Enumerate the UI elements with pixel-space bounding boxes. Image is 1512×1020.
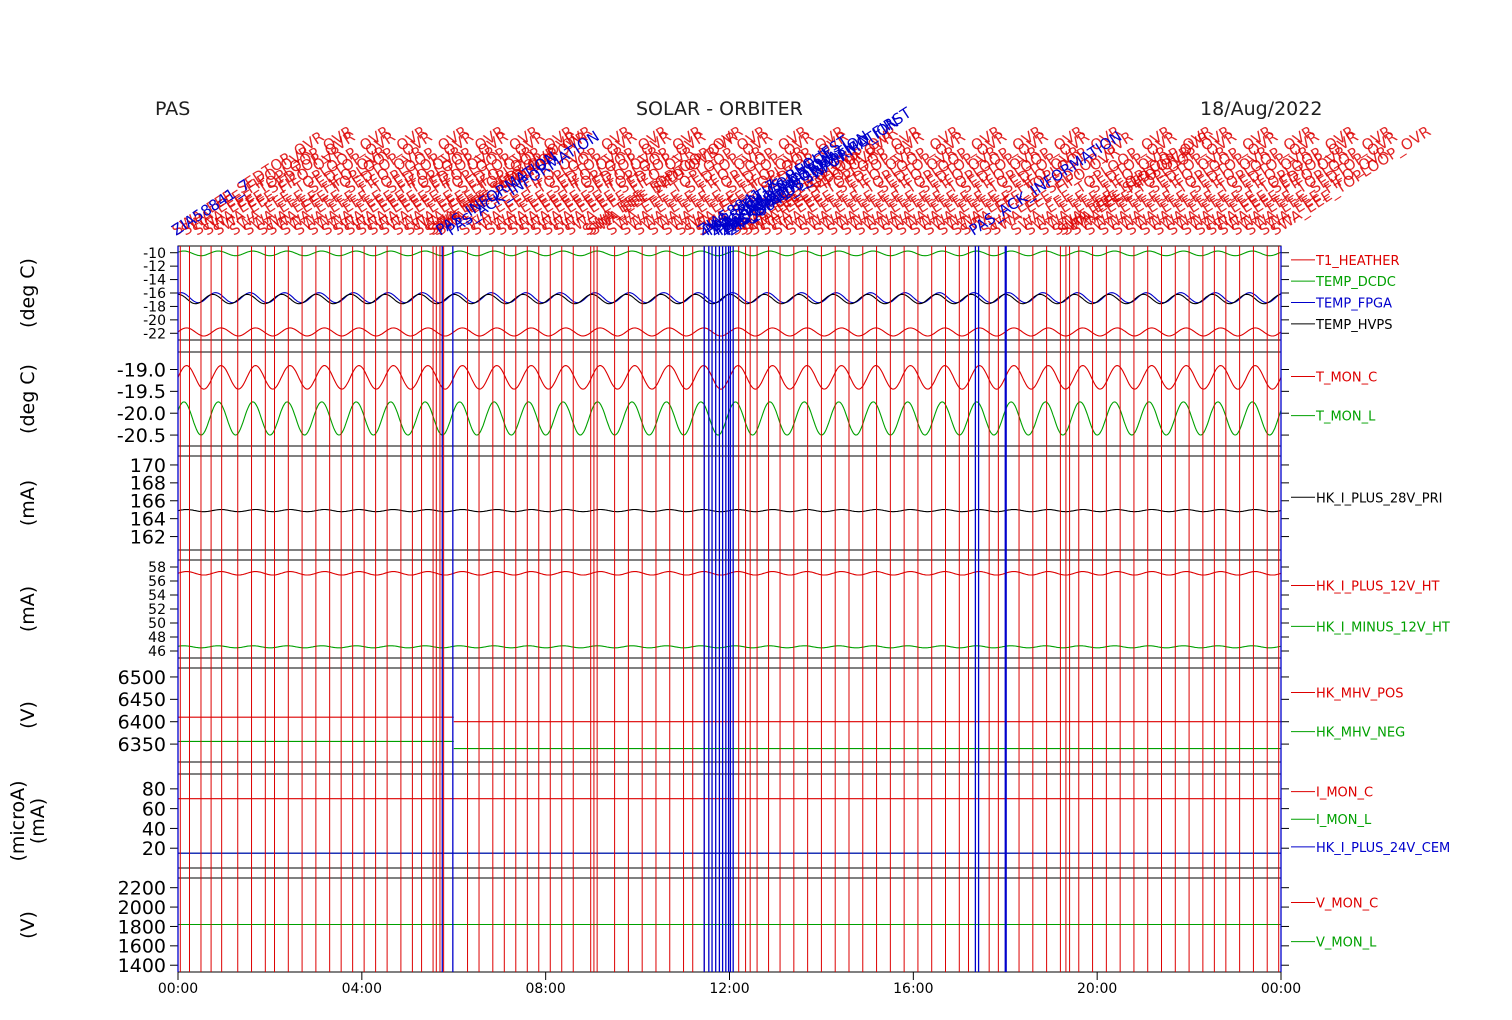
y-tick-label: 6500 [118, 667, 166, 689]
y-tick-label: 80 [142, 779, 166, 801]
y-axis-label: (deg C) [17, 364, 39, 434]
mission-title: SOLAR - ORBITER [636, 98, 803, 120]
y-tick-label: 1400 [118, 955, 166, 977]
y-tick-label: 170 [130, 455, 166, 477]
x-tick-label: 20:00 [1077, 981, 1117, 997]
y-axis-label: (mA) [17, 480, 39, 526]
series-line [178, 740, 1281, 750]
y-tick-label: -14 [143, 273, 166, 289]
series-line [178, 293, 1282, 305]
x-tick-label: 00:00 [1261, 981, 1301, 997]
series-line [177, 401, 1282, 436]
x-tick-label: 00:00 [158, 981, 198, 997]
y-tick-label: 168 [130, 473, 166, 495]
y-tick-label: 164 [130, 509, 166, 531]
y-tick-label: 48 [148, 630, 166, 646]
y-axis-label: (mA) [17, 586, 39, 632]
y-tick-label: 54 [148, 588, 166, 604]
legend-entry: V_MON_L [1316, 936, 1377, 951]
legend-entry: HK_MHV_POS [1316, 687, 1404, 702]
panel-frame [177, 667, 1282, 763]
legend-entry: I_MON_L [1316, 813, 1372, 828]
y-tick-label: 50 [148, 616, 166, 632]
legend-entry: HK_I_MINUS_12V_HT [1316, 620, 1450, 635]
panel-2: -19.0-19.5-20.0-20.5 (deg C) T_MON_C T_MON_… [17, 351, 1377, 447]
series-line [177, 645, 1282, 649]
y-tick-label: 46 [148, 644, 166, 660]
y-tick-label: 60 [142, 798, 166, 820]
y-tick-label: 56 [148, 574, 166, 590]
x-tick-label: 04:00 [342, 981, 382, 997]
y-tick-label: 40 [142, 818, 166, 840]
legend-entry: TEMP_FPGA [1315, 297, 1392, 312]
y-tick-label: -19.5 [117, 381, 166, 403]
y-tick-label: 20 [142, 838, 166, 860]
x-axis-group: 00:00 04:00 08:00 12:00 16:00 20:00 00:00 [158, 972, 1301, 997]
y-tick-label: -18 [143, 299, 166, 315]
y-tick-label: -19.0 [117, 359, 166, 381]
legend-entry: T1_HEATHER [1315, 254, 1400, 269]
series-line [177, 327, 1282, 337]
legend-entry: HK_MHV_NEG [1316, 726, 1405, 741]
panels-group: -10-12-14-16-18-20-22 (deg C) T1_HEATHER TE… [7, 245, 1450, 977]
y-axis-label: (deg C) [17, 258, 39, 328]
legend-entry: HK_I_PLUS_24V_CEM [1316, 841, 1450, 856]
x-tick-label: 12:00 [709, 981, 749, 997]
y-tick-label: 2000 [118, 897, 166, 919]
y-tick-label: -20.5 [117, 425, 166, 447]
event-labels-group: SWA_EEE_SEDTOP_OVRSWA_EEE_SEDTOP_OVRSWA_… [168, 103, 1434, 240]
event-markers-group [177, 246, 1282, 972]
y-tick-label: 52 [148, 602, 166, 618]
series-line [178, 716, 1281, 723]
y-tick-label: -20 [143, 313, 166, 329]
date-label: 18/Aug/2022 [1200, 98, 1323, 120]
y-axis-label: (V) [17, 701, 39, 729]
legend-entry: TEMP_HVPS [1315, 318, 1392, 333]
y-tick-label: -22 [143, 326, 166, 342]
legend-entry: TEMP_DCDC [1315, 275, 1396, 290]
y-tick-label: -12 [143, 259, 166, 275]
instrument-title: PAS [155, 98, 191, 120]
y-tick-label: 6450 [118, 689, 166, 711]
y-tick-label: 1800 [118, 916, 166, 938]
y-tick-label: 6400 [118, 712, 166, 734]
y-tick-label: 6350 [118, 734, 166, 756]
y-tick-label: -20.0 [117, 403, 166, 425]
y-tick-label: 1600 [118, 936, 166, 958]
panel-frame [177, 455, 1282, 551]
series-line [177, 365, 1282, 390]
legend-entry: T_MON_C [1315, 371, 1377, 386]
y-tick-label: -10 [143, 246, 166, 262]
legend-entry: HK_I_PLUS_28V_PRI [1316, 491, 1442, 506]
y-tick-label: -16 [143, 286, 166, 302]
y-tick-label: 162 [130, 526, 166, 548]
y-axis-label: (V) [17, 911, 39, 939]
x-tick-label: 16:00 [893, 981, 933, 997]
y-axis-label: (microA) [7, 780, 29, 861]
panel-1: -10-12-14-16-18-20-22 (deg C) T1_HEATHER TE… [17, 245, 1400, 342]
y-tick-label: 58 [148, 560, 166, 576]
series-line [177, 508, 1282, 513]
legend-entry: HK_I_PLUS_12V_HT [1316, 580, 1440, 595]
legend-entry: V_MON_C [1316, 897, 1378, 912]
legend-entry: I_MON_C [1316, 786, 1373, 801]
y-tick-label: 166 [130, 491, 166, 513]
series-line [177, 571, 1282, 576]
y-tick-label: 2200 [118, 878, 166, 900]
panel-frame [177, 773, 1282, 869]
x-tick-label: 08:00 [525, 981, 565, 997]
legend-entry: T_MON_L [1315, 410, 1376, 425]
series-line [177, 250, 1282, 257]
y-axis-label: (mA) [27, 798, 49, 844]
